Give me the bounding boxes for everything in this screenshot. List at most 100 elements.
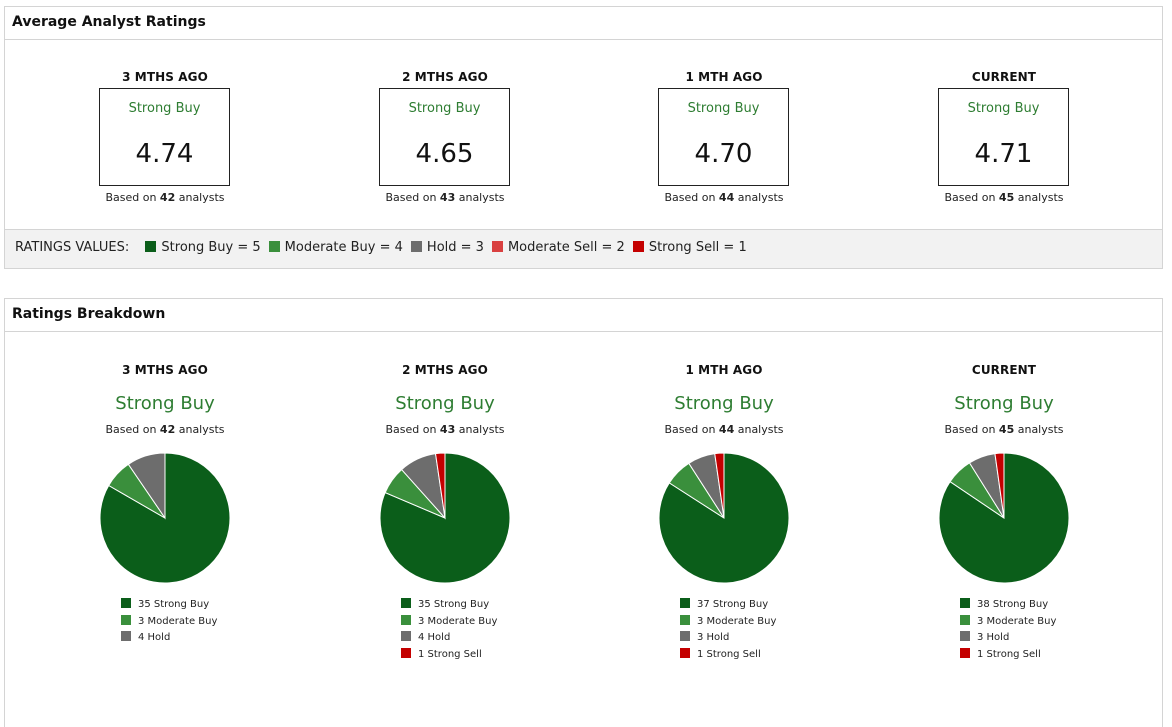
ratings-pie-chart (658, 452, 790, 584)
period-title: 2 MTHS AGO (402, 70, 488, 84)
legend-swatch (960, 648, 970, 659)
rating-box: Strong Buy 4.70 (658, 88, 789, 186)
pie-legend-item: 3 Moderate Buy (121, 614, 218, 632)
legend-swatch (491, 241, 503, 252)
pie-legend-item: 37 Strong Buy (680, 598, 776, 615)
pie-legend-item: 1 Strong Sell (401, 648, 497, 665)
pie-legend-label: 3 Moderate Buy (138, 615, 218, 627)
rating-box: Strong Buy 4.65 (379, 88, 510, 186)
rating-box: Strong Buy 4.71 (938, 88, 1069, 186)
legend-swatch (960, 614, 970, 625)
ratings-breakdown-title: Ratings Breakdown (5, 299, 1162, 332)
legend-swatch (960, 631, 970, 642)
pie-based-on-analysts: Based on 43 analysts (385, 423, 505, 436)
rating-score: 4.74 (135, 139, 194, 169)
pie-period-title: 3 MTHS AGO (122, 363, 208, 377)
pie-slice-strong-buy (99, 452, 231, 584)
ratings-pie-chart (938, 452, 1070, 584)
based-on-analysts: Based on 42 analysts (105, 191, 225, 204)
rating-value-label: Strong Sell = 1 (648, 240, 747, 255)
pie-legend-label: 4 Hold (418, 632, 451, 644)
legend-swatch (680, 631, 690, 642)
pie-legend-item: 3 Hold (680, 631, 776, 648)
ratings-breakdown-panel: Ratings Breakdown 3 MTHS AGO Strong Buy Ba… (4, 298, 1163, 727)
rating-value-item: Moderate Buy = 4 (268, 240, 403, 255)
pie-legend-item: 3 Hold (960, 631, 1056, 648)
analyst-count: 44 (718, 423, 735, 436)
pie-legend-item: 3 Moderate Buy (401, 614, 498, 632)
pie-legend-label: 4 Hold (138, 632, 171, 644)
legend-swatch (401, 598, 411, 608)
pie-legend-item: 3 Moderate Buy (960, 614, 1056, 632)
legend-swatch (960, 598, 970, 608)
rating-label: Strong Buy (687, 101, 760, 116)
pie-slice-hold (127, 452, 166, 520)
legend-swatch (268, 241, 280, 252)
pie-period-title: 1 MTH AGO (685, 363, 763, 377)
period-title: CURRENT (971, 70, 1037, 84)
rating-value-label: Moderate Sell = 2 (507, 240, 625, 255)
pie-legend-label: 3 Hold (697, 632, 730, 644)
rating-value-label: Hold = 3 (426, 240, 484, 255)
pie-consensus-label: Strong Buy (674, 393, 774, 414)
legend-swatch (121, 614, 131, 625)
pie-based-on-analysts: Based on 44 analysts (664, 423, 784, 436)
pie-legend-item: 38 Strong Buy (960, 598, 1056, 615)
legend-swatch (401, 631, 411, 642)
rating-score: 4.65 (415, 139, 474, 169)
pie-legend-label: 1 Strong Sell (977, 649, 1041, 661)
pie-legend-label: 1 Strong Sell (697, 649, 761, 661)
based-on-analysts: Based on 45 analysts (944, 191, 1064, 204)
rating-box: Strong Buy 4.74 (99, 88, 230, 186)
based-on-analysts: Based on 44 analysts (664, 191, 784, 204)
pie-legend-label: 35 Strong Buy (418, 599, 490, 610)
pie-legend-item: 3 Moderate Buy (680, 614, 777, 632)
pie-legend-item: 35 Strong Buy (121, 598, 217, 615)
pie-period-title: CURRENT (971, 363, 1037, 377)
legend-swatch (121, 598, 131, 608)
legend-swatch (632, 241, 644, 252)
ratings-values-legend: RATINGS VALUES: Strong Buy = 5 Moderate B… (5, 229, 1162, 268)
legend-swatch (410, 241, 422, 252)
analyst-count: 43 (439, 191, 456, 204)
rating-label: Strong Buy (408, 101, 481, 116)
analyst-count: 45 (998, 423, 1015, 436)
rating-value-label: Moderate Buy = 4 (284, 240, 403, 255)
rating-label: Strong Buy (128, 101, 201, 116)
pie-legend-item: 35 Strong Buy (401, 598, 497, 615)
ratings-values-title: RATINGS VALUES: (15, 240, 130, 255)
average-ratings-title: Average Analyst Ratings (5, 7, 1162, 40)
rating-value-item: Moderate Sell = 2 (491, 240, 625, 255)
rating-value-label: Strong Buy = 5 (161, 240, 261, 255)
rating-value-item: Strong Buy = 5 (145, 240, 261, 255)
pie-legend: 38 Strong Buy 3 Moderate Buy 3 Hold 1 Stron… (960, 598, 1056, 665)
ratings-pie-chart (99, 452, 231, 584)
pie-legend-label: 3 Moderate Buy (697, 615, 777, 627)
pie-legend-item: 1 Strong Sell (680, 648, 776, 665)
rating-score: 4.71 (974, 139, 1033, 169)
pie-legend-label: 37 Strong Buy (697, 599, 769, 610)
analyst-count: 45 (998, 191, 1015, 204)
legend-swatch (121, 631, 131, 642)
analyst-count: 43 (439, 423, 456, 436)
pie-consensus-label: Strong Buy (395, 393, 495, 414)
pie-legend-item: 1 Strong Sell (960, 648, 1056, 665)
pie-based-on-analysts: Based on 42 analysts (105, 423, 225, 436)
pie-legend-label: 3 Hold (977, 632, 1010, 644)
pie-consensus-label: Strong Buy (115, 393, 215, 414)
analyst-count: 44 (718, 191, 735, 204)
period-title: 3 MTHS AGO (122, 70, 208, 84)
ratings-pie-chart (379, 452, 511, 584)
pie-consensus-label: Strong Buy (954, 393, 1054, 414)
rating-label: Strong Buy (967, 101, 1040, 116)
analyst-count: 42 (159, 423, 176, 436)
legend-swatch (145, 241, 157, 252)
pie-legend-label: 3 Moderate Buy (418, 615, 498, 627)
pie-slice-strong-sell (714, 452, 725, 519)
pie-legend: 37 Strong Buy 3 Moderate Buy 3 Hold 1 Stron… (680, 598, 776, 665)
legend-swatch (680, 648, 690, 659)
pie-legend-label: 38 Strong Buy (977, 599, 1049, 610)
legend-swatch (401, 648, 411, 659)
period-title: 1 MTH AGO (685, 70, 763, 84)
pie-slice-strong-buy (379, 452, 511, 584)
